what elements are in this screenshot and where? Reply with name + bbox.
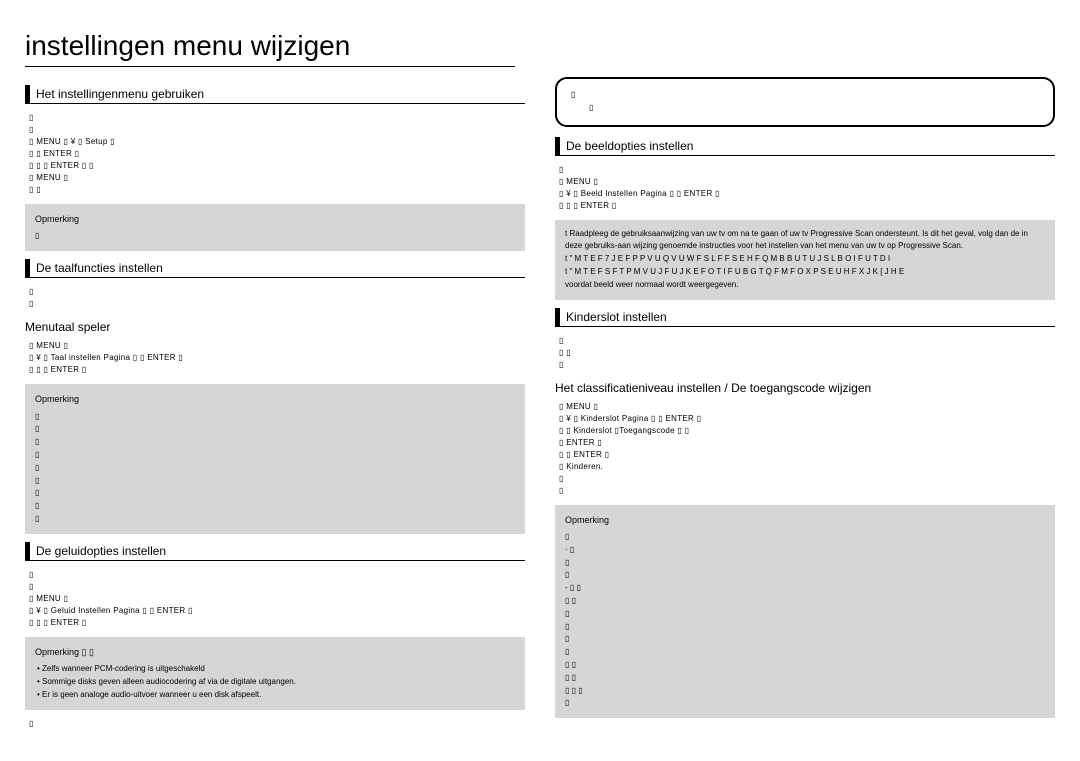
note-line: ▯ ▯ ▯ bbox=[565, 685, 1045, 698]
note-box: Opmerking ▯ ▯ Zelfs wanneer PCM-codering… bbox=[25, 637, 525, 710]
section-beeldopties: De beeldopties instellen bbox=[555, 137, 1055, 156]
section-kinderslot: Kinderslot instellen bbox=[555, 308, 1055, 327]
note-box: Opmerking ▯ ▯ ▯ ▯ ▯ ▯ ▯ ▯ ▯ bbox=[25, 384, 525, 534]
step-line: ▯ bbox=[25, 286, 525, 298]
note-line: ▯ bbox=[565, 531, 1045, 544]
step-line: ▯ ▯ bbox=[555, 347, 1055, 359]
step-line: ▯ ▯ ▯ ENTER ▯ bbox=[555, 200, 1055, 212]
note-line: - ▯ ▯ bbox=[565, 582, 1045, 595]
step-line: ▯ ▯ ▯ ENTER ▯ ▯ bbox=[25, 160, 525, 172]
step-line: ▯ MENU ▯ bbox=[25, 340, 525, 352]
note-bullet: Sommige disks geven alleen audiocodering… bbox=[37, 676, 515, 689]
section-taalfuncties: De taalfuncties instellen bbox=[25, 259, 525, 278]
note-line: ▯ bbox=[565, 557, 1045, 570]
note-line: t Raadpleeg de gebruiksaanwijzing van uw… bbox=[565, 228, 1045, 254]
step-line: ▯ ▯ ENTER ▯ bbox=[25, 148, 525, 160]
note-line: ▯ bbox=[35, 462, 515, 475]
section-het-instellingenmenu: Het instellingenmenu gebruiken bbox=[25, 85, 525, 104]
step-line: ▯ bbox=[25, 124, 525, 136]
note-line: ▯ bbox=[35, 500, 515, 513]
step-line: ▯ ▯ ▯ ENTER ▯ bbox=[25, 617, 525, 629]
subheading-menutaal: Menutaal speler bbox=[25, 320, 525, 334]
page-title: instellingen menu wijzigen bbox=[25, 30, 515, 67]
note-line: ▯ ▯ bbox=[565, 672, 1045, 685]
note-line: voordat beeld weer normaal wordt weergeg… bbox=[565, 279, 1045, 292]
note-line: ▯ bbox=[565, 621, 1045, 634]
step-line: ▯ Kinderen. bbox=[555, 461, 1055, 473]
note-line: ▯ bbox=[35, 423, 515, 436]
step-line: ▯ ▯ ENTER ▯ bbox=[555, 449, 1055, 461]
note-bullet: Er is geen analoge audio-uitvoer wanneer… bbox=[37, 689, 515, 702]
step-line: ▯ MENU ▯ bbox=[25, 172, 525, 184]
step-line: ▯ bbox=[555, 473, 1055, 485]
step-line: ▯ bbox=[25, 569, 525, 581]
left-column: Het instellingenmenu gebruiken ▯ ▯ ▯ MEN… bbox=[25, 77, 525, 730]
step-line: ▯ bbox=[555, 335, 1055, 347]
step-line: ▯ ¥ ▯ Taal instellen Pagina ▯ ▯ ENTER ▯ bbox=[25, 352, 525, 364]
note-line: ▯ ▯ bbox=[565, 595, 1045, 608]
note-line: ▯ bbox=[35, 436, 515, 449]
step-line: ▯ bbox=[555, 359, 1055, 371]
content-columns: Het instellingenmenu gebruiken ▯ ▯ ▯ MEN… bbox=[25, 77, 1055, 730]
step-line: ▯ bbox=[555, 485, 1055, 497]
note-bullet: Zelfs wanneer PCM-codering is uitgeschak… bbox=[37, 663, 515, 676]
step-line: ▯ ¥ ▯ Kinderslot Pagina ▯ ▯ ENTER ▯ bbox=[555, 413, 1055, 425]
note-title: Opmerking bbox=[35, 212, 515, 226]
section-geluidopties: De geluidopties instellen bbox=[25, 542, 525, 561]
note-line: ▯ bbox=[565, 608, 1045, 621]
step-line: ▯ ENTER ▯ bbox=[555, 437, 1055, 449]
step-line: ▯ bbox=[25, 112, 525, 124]
note-line: ▯ bbox=[565, 646, 1045, 659]
note-title: Opmerking ▯ ▯ bbox=[35, 645, 515, 659]
step-line: ▯ MENU ▯ bbox=[555, 401, 1055, 413]
note-box: Opmerking ▯ bbox=[25, 204, 525, 251]
callout-line: ▯ bbox=[571, 89, 1039, 102]
step-line: ▯ bbox=[555, 164, 1055, 176]
step-line: ▯ MENU ▯ bbox=[555, 176, 1055, 188]
note-bullets: Zelfs wanneer PCM-codering is uitgeschak… bbox=[35, 663, 515, 701]
note-line: ▯ bbox=[35, 513, 515, 526]
step-line: ▯ MENU ▯ ¥ ▯ Setup ▯ bbox=[25, 136, 525, 148]
note-line: · ▯ bbox=[565, 544, 1045, 557]
step-line: ▯ ¥ ▯ Beeld Instellen Pagina ▯ ▯ ENTER ▯ bbox=[555, 188, 1055, 200]
step-line: ▯ bbox=[25, 718, 525, 730]
note-title: Opmerking bbox=[35, 392, 515, 406]
note-line: ▯ bbox=[565, 569, 1045, 582]
note-line: ▯ bbox=[35, 449, 515, 462]
step-line: ▯ ¥ ▯ Geluid Instellen Pagina ▯ ▯ ENTER … bbox=[25, 605, 525, 617]
note-line: ▯ bbox=[565, 697, 1045, 710]
note-line: ▯ bbox=[35, 475, 515, 488]
note-line: ▯ bbox=[565, 633, 1045, 646]
callout-box: ▯ ▯ bbox=[555, 77, 1055, 127]
note-line: ▯ bbox=[35, 411, 515, 424]
subheading-classificatie: Het classificatieniveau instellen / De t… bbox=[555, 381, 1055, 395]
right-column: ▯ ▯ De beeldopties instellen ▯ ▯ MENU ▯ … bbox=[555, 77, 1055, 730]
note-line: t " M T E F S F T P M V U J F U J K E F … bbox=[565, 266, 1045, 279]
step-line: ▯ ▯ bbox=[25, 184, 525, 196]
note-title: Opmerking bbox=[565, 513, 1045, 527]
step-line: ▯ bbox=[25, 298, 525, 310]
note-line: ▯ bbox=[35, 230, 515, 243]
note-line: t " M T E F 7 J E F P P V U Q V U W F S … bbox=[565, 253, 1045, 266]
step-line: ▯ bbox=[25, 581, 525, 593]
note-line: ▯ ▯ bbox=[565, 659, 1045, 672]
step-line: ▯ ▯ ▯ ENTER ▯ bbox=[25, 364, 525, 376]
step-line: ▯ MENU ▯ bbox=[25, 593, 525, 605]
callout-line: ▯ bbox=[571, 102, 1039, 115]
note-line: ▯ bbox=[35, 487, 515, 500]
note-box: Opmerking ▯ · ▯ ▯ ▯ - ▯ bbox=[555, 505, 1055, 719]
note-box: t Raadpleeg de gebruiksaanwijzing van uw… bbox=[555, 220, 1055, 300]
step-line: ▯ ▯ Kinderslot ▯Toegangscode ▯ ▯ bbox=[555, 425, 1055, 437]
